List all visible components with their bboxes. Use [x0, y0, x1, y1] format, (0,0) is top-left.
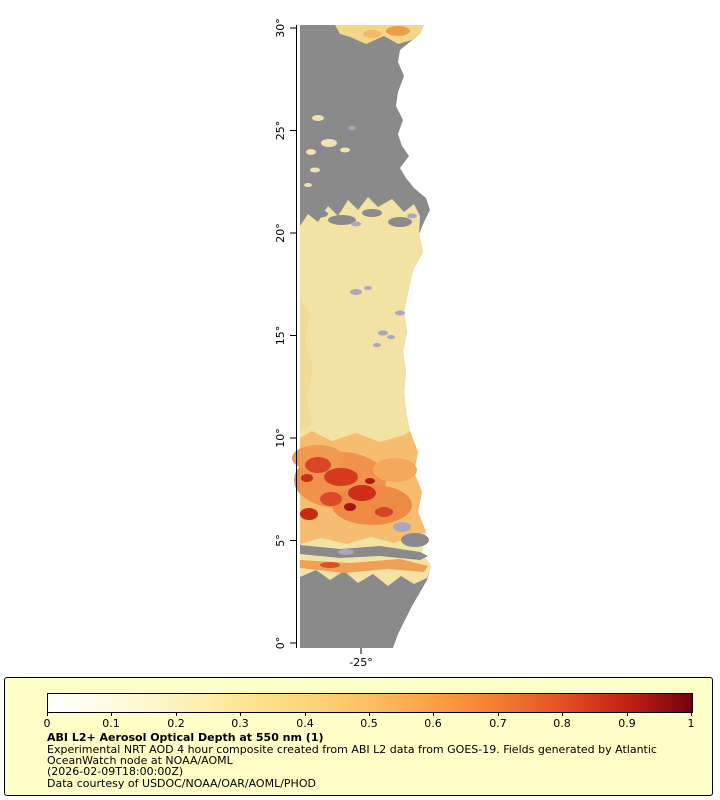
- colorbar: [47, 693, 693, 713]
- colorbar-tick-label: 0.4: [296, 717, 314, 730]
- colorbar-tickmark: [111, 713, 112, 716]
- colorbar-tickmark: [691, 713, 692, 716]
- colorbar-tickmark: [176, 713, 177, 716]
- colorbar-tick-label: 0.7: [489, 717, 507, 730]
- y-tick-label: 0°: [274, 637, 287, 650]
- colorbar-tick-label: 0.3: [231, 717, 249, 730]
- colorbar-tick-label: 0.2: [167, 717, 185, 730]
- aod-map-figure: 30° 25° 20° 15° 10° 5° 0° -25°: [274, 18, 431, 669]
- cloud-specks: [350, 286, 405, 347]
- colorbar-tickmark: [627, 713, 628, 716]
- y-tick-label: 25°: [274, 121, 287, 141]
- colorbar-tickmark: [305, 713, 306, 716]
- colorbar-tickmark: [562, 713, 563, 716]
- colorbar-tick-label: 1: [687, 717, 695, 730]
- colorbar-tick-label: 0: [43, 717, 51, 730]
- y-tick-label: 15°: [274, 326, 287, 346]
- lower-streaks: [300, 522, 429, 573]
- colorbar-tickmark: [498, 713, 499, 716]
- y-tick-label: 30°: [274, 18, 287, 38]
- colorbar-tickmark: [369, 713, 370, 716]
- legend-description: OceanWatch node at NOAA/AOML: [47, 754, 233, 767]
- aod-map-canvas: 30° 25° 20° 15° 10° 5° 0° -25°: [274, 18, 431, 669]
- colorbar-tickmark: [240, 713, 241, 716]
- left-edge-warm-tint: [300, 300, 313, 432]
- legend-description: Experimental NRT AOD 4 hour composite cr…: [47, 743, 657, 756]
- colorbar-tick-label: 0.6: [424, 717, 442, 730]
- x-tick-label: -25°: [349, 656, 372, 669]
- latitude-axis: [290, 25, 297, 648]
- longitude-axis: -25°: [349, 648, 373, 669]
- y-tick-label: 5°: [274, 534, 287, 547]
- top-aod-patch: [335, 25, 424, 44]
- colorbar-tick-label: 0.1: [102, 717, 120, 730]
- legend-timestamp: (2026-02-09T18:00:00Z): [47, 765, 184, 778]
- high-aod-plumes: [300, 457, 393, 520]
- upper-aod-specks: [304, 115, 356, 187]
- colorbar-tick-label: 0.9: [618, 717, 636, 730]
- transition-cloud-blobs: [312, 209, 417, 227]
- colorbar-tickmark: [433, 713, 434, 716]
- y-tick-label: 20°: [274, 223, 287, 243]
- legend-box: 0 0.1 0.2 0.3 0.4 0.5 0.6 0.7 0.8 0.9 1 …: [4, 677, 713, 796]
- colorbar-tick-label: 0.8: [553, 717, 571, 730]
- legend-credit: Data courtesy of USDOC/NOAA/OAR/AOML/PHO…: [47, 777, 316, 790]
- latitude-tick-labels: 30° 25° 20° 15° 10° 5° 0°: [274, 18, 287, 649]
- y-tick-label: 10°: [274, 428, 287, 448]
- legend-title: ABI L2+ Aerosol Optical Depth at 550 nm …: [47, 731, 324, 744]
- colorbar-tick-label: 0.5: [360, 717, 378, 730]
- colorbar-tickmark: [47, 713, 48, 716]
